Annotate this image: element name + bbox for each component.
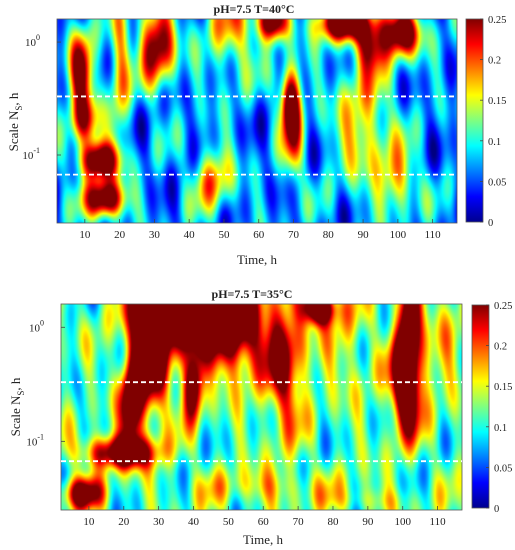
colorbar-ticks-1: 0 0.05 0.1 0.15 0.2 0.25 bbox=[480, 15, 506, 229]
colorbar-tick-label: 0.15 bbox=[494, 382, 512, 393]
x-tick-label: 80 bbox=[327, 516, 339, 528]
colorbar-1: 0 0.05 0.1 0.15 0.2 0.25 bbox=[465, 15, 506, 229]
dashed-lines-2 bbox=[61, 381, 462, 463]
colorbar-tick-label: 0.15 bbox=[488, 96, 506, 107]
heatmap-area-1 bbox=[56, 18, 458, 224]
x-tick-label: 100 bbox=[390, 229, 407, 241]
plot-frame-1 bbox=[56, 18, 458, 224]
x-tick-label: 40 bbox=[184, 229, 196, 241]
x-tick-label: 20 bbox=[114, 229, 126, 241]
x-ticks-2: 10 20 30 40 50 60 70 80 90 100 110 bbox=[83, 506, 446, 528]
colorbar-tick-label: 0.05 bbox=[488, 177, 506, 188]
colorbar-gradient-2 bbox=[471, 304, 490, 509]
x-tick-label: 10 bbox=[79, 229, 91, 241]
y-axis-label-1: Scale NS, h bbox=[6, 92, 24, 151]
heatmap-canvas-1 bbox=[57, 19, 457, 223]
x-tick-label: 60 bbox=[253, 229, 265, 241]
y-ticks-1: 100 10-1 bbox=[22, 33, 61, 162]
x-axis-label-1: Time, h bbox=[237, 252, 277, 267]
y-tick-label: 10-1 bbox=[22, 146, 40, 162]
x-tick-label: 100 bbox=[394, 516, 411, 528]
x-tick-label: 60 bbox=[258, 516, 270, 528]
chart-title-2: pH=7.5 T=35°C bbox=[212, 287, 293, 301]
colorbar-tick-label: 0.25 bbox=[488, 15, 506, 26]
y-axis-label-2: Scale NS, h bbox=[8, 377, 26, 436]
x-tick-label: 20 bbox=[118, 516, 130, 528]
colorbar-tick-label: 0.1 bbox=[494, 423, 507, 434]
y-tick-label: 100 bbox=[29, 318, 44, 334]
colorbar-gradient-1 bbox=[465, 18, 484, 223]
heatmap-panel-2: pH=7.5 T=35°C 10 20 30 40 50 60 70 80 90 100 110 1… bbox=[8, 287, 512, 547]
colorbar-tick-label: 0.2 bbox=[488, 56, 501, 67]
colorbar-tick-label: 0.05 bbox=[494, 463, 512, 474]
x-tick-label: 70 bbox=[288, 229, 300, 241]
x-tick-label: 30 bbox=[153, 516, 165, 528]
colorbar-tick-label: 0 bbox=[488, 218, 493, 229]
x-ticks-1: 10 20 30 40 50 60 70 80 90 100 110 bbox=[79, 219, 441, 241]
x-tick-label: 40 bbox=[188, 516, 200, 528]
x-tick-label: 30 bbox=[149, 229, 161, 241]
colorbar-tick-label: 0 bbox=[494, 504, 499, 515]
colorbar-tick-label: 0.1 bbox=[488, 137, 501, 148]
colorbar-tick-label: 0.2 bbox=[494, 342, 507, 353]
y-tick-label: 10-1 bbox=[26, 432, 44, 448]
x-tick-label: 10 bbox=[83, 516, 95, 528]
y-tick-label: 100 bbox=[25, 33, 40, 49]
x-tick-label: 110 bbox=[425, 229, 442, 241]
x-tick-label: 90 bbox=[358, 229, 370, 241]
chart-title-1: pH=7.5 T=40°C bbox=[214, 2, 295, 16]
colorbar-ticks-2: 0 0.05 0.1 0.15 0.2 0.25 bbox=[486, 301, 512, 515]
heatmap-area-2 bbox=[60, 303, 463, 511]
x-axis-label-2: Time, h bbox=[243, 532, 283, 547]
x-tick-label: 50 bbox=[223, 516, 235, 528]
plot-frame-2 bbox=[60, 303, 463, 511]
x-tick-label: 110 bbox=[430, 516, 447, 528]
y-ticks-2: 100 10-1 bbox=[26, 318, 65, 448]
x-tick-label: 90 bbox=[362, 516, 374, 528]
heatmap-canvas-2 bbox=[61, 304, 462, 510]
colorbar-2: 0 0.05 0.1 0.15 0.2 0.25 bbox=[471, 301, 512, 515]
x-tick-label: 50 bbox=[218, 229, 230, 241]
dashed-lines-1 bbox=[57, 95, 457, 176]
x-tick-label: 80 bbox=[323, 229, 335, 241]
colorbar-tick-label: 0.25 bbox=[494, 301, 512, 312]
heatmap-panel-1: pH=7.5 T=40°C 10 20 30 40 50 60 70 80 90 100 110 1… bbox=[6, 2, 506, 267]
x-tick-label: 70 bbox=[293, 516, 305, 528]
